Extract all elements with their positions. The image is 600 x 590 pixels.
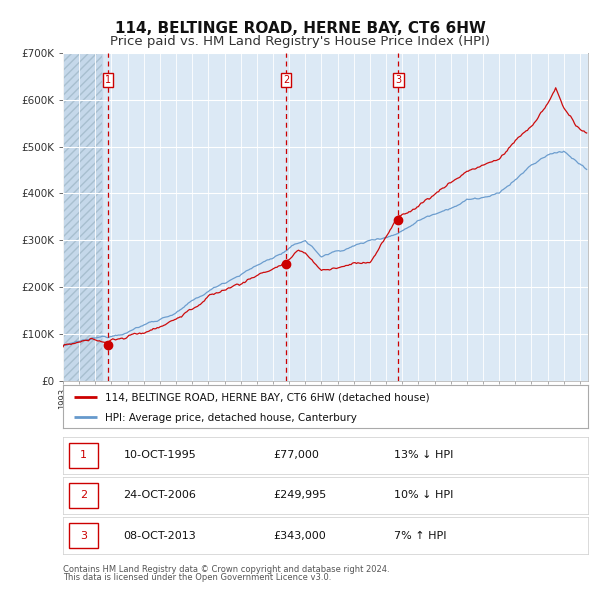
- Text: 13% ↓ HPI: 13% ↓ HPI: [394, 450, 453, 460]
- Text: 114, BELTINGE ROAD, HERNE BAY, CT6 6HW: 114, BELTINGE ROAD, HERNE BAY, CT6 6HW: [115, 21, 485, 37]
- Text: 10% ↓ HPI: 10% ↓ HPI: [394, 490, 453, 500]
- Text: 3: 3: [80, 530, 87, 540]
- Text: 10-OCT-1995: 10-OCT-1995: [124, 450, 196, 460]
- Text: £77,000: £77,000: [273, 450, 319, 460]
- Text: 2: 2: [80, 490, 87, 500]
- FancyBboxPatch shape: [70, 443, 98, 468]
- Text: £343,000: £343,000: [273, 530, 326, 540]
- Text: 7% ↑ HPI: 7% ↑ HPI: [394, 530, 446, 540]
- FancyBboxPatch shape: [70, 483, 98, 509]
- Text: 1: 1: [80, 450, 87, 460]
- Text: £249,995: £249,995: [273, 490, 326, 500]
- Text: 3: 3: [395, 75, 401, 85]
- Text: Contains HM Land Registry data © Crown copyright and database right 2024.: Contains HM Land Registry data © Crown c…: [63, 565, 389, 573]
- Text: 114, BELTINGE ROAD, HERNE BAY, CT6 6HW (detached house): 114, BELTINGE ROAD, HERNE BAY, CT6 6HW (…: [105, 392, 430, 402]
- Bar: [63, 53, 102, 381]
- Text: 2: 2: [283, 75, 289, 85]
- Text: HPI: Average price, detached house, Canterbury: HPI: Average price, detached house, Cant…: [105, 412, 357, 422]
- Text: 24-OCT-2006: 24-OCT-2006: [124, 490, 196, 500]
- Text: 1: 1: [105, 75, 111, 85]
- Text: 08-OCT-2013: 08-OCT-2013: [124, 530, 196, 540]
- Text: Price paid vs. HM Land Registry's House Price Index (HPI): Price paid vs. HM Land Registry's House …: [110, 35, 490, 48]
- Text: This data is licensed under the Open Government Licence v3.0.: This data is licensed under the Open Gov…: [63, 573, 331, 582]
- FancyBboxPatch shape: [70, 523, 98, 549]
- Bar: [63, 53, 102, 381]
